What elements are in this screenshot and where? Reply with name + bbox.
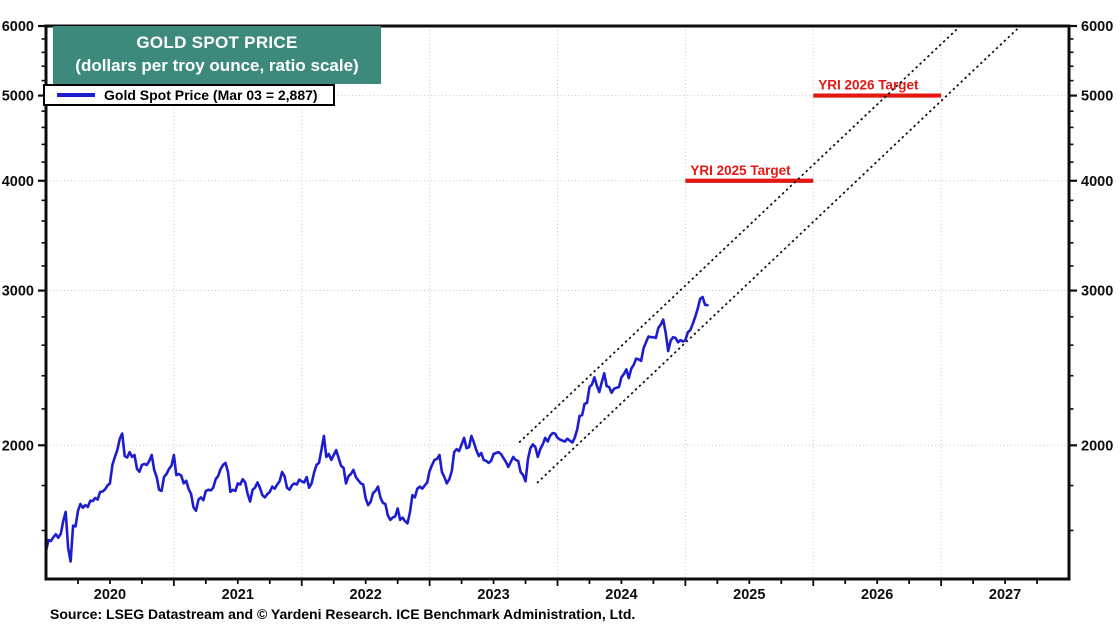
x-axis-label: 2023 [477,587,509,603]
y-axis-labels: 2000 2000 3000 3000 4000 4000 5000 5000 6000 6000 [2,19,1114,454]
y-axis-label: 6000 [2,19,34,35]
x-axis-label: 2025 [733,587,765,603]
x-axis-label: 2024 [605,587,637,603]
legend-line-swatch [57,93,95,97]
legend-box: Gold Spot Price (Mar 03 = 2,887) [43,84,335,106]
y-axis-label: 2000 [2,438,34,454]
x-axis-label: 2027 [989,587,1021,603]
chart-title-box: GOLD SPOT PRICE (dollars per troy ounce,… [53,26,381,84]
y-axis-label: 2000 [1081,438,1113,454]
target-label: YRI 2026 Target [818,78,919,93]
y-axis-label: 5000 [2,89,34,105]
yri-targets: YRI 2025 Target YRI 2026 Target [685,78,942,183]
axis-ticks [38,24,1077,586]
x-axis-label: 2022 [350,587,382,603]
y-axis-label: 3000 [2,284,34,300]
x-axis-labels: 2020 2021 2022 2023 2024 2025 2026 2027 [94,587,1021,603]
target-label: YRI 2025 Target [690,163,791,178]
gold-price-line [44,295,709,563]
channel-line [536,25,1021,484]
source-attribution: Source: LSEG Datastream and © Yardeni Re… [50,606,636,622]
y-axis-label: 4000 [1081,174,1113,190]
y-axis-label: 6000 [1081,19,1113,35]
chart-subtitle: (dollars per troy ounce, ratio scale) [75,56,359,75]
x-axis-label: 2026 [861,587,893,603]
channel-line [518,25,961,444]
x-axis-label: 2020 [94,587,126,603]
trend-channel [518,25,1021,484]
legend-label: Gold Spot Price (Mar 03 = 2,887) [104,87,318,103]
x-axis-label: 2021 [222,587,254,603]
chart-title: GOLD SPOT PRICE [136,33,298,53]
y-axis-label: 5000 [1081,89,1113,105]
y-axis-label: 4000 [2,174,34,190]
y-axis-label: 3000 [1081,284,1113,300]
gridlines [46,26,1069,579]
